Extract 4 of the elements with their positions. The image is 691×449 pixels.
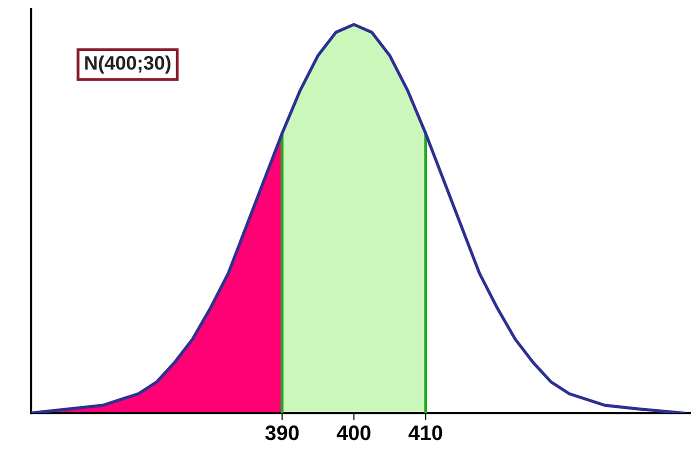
x-tick-label: 400 bbox=[336, 425, 370, 440]
annotation: N(400;30) bbox=[85, 56, 170, 74]
x-tick-label: 390 bbox=[265, 425, 299, 440]
x-tick-label: 410 bbox=[408, 425, 442, 440]
